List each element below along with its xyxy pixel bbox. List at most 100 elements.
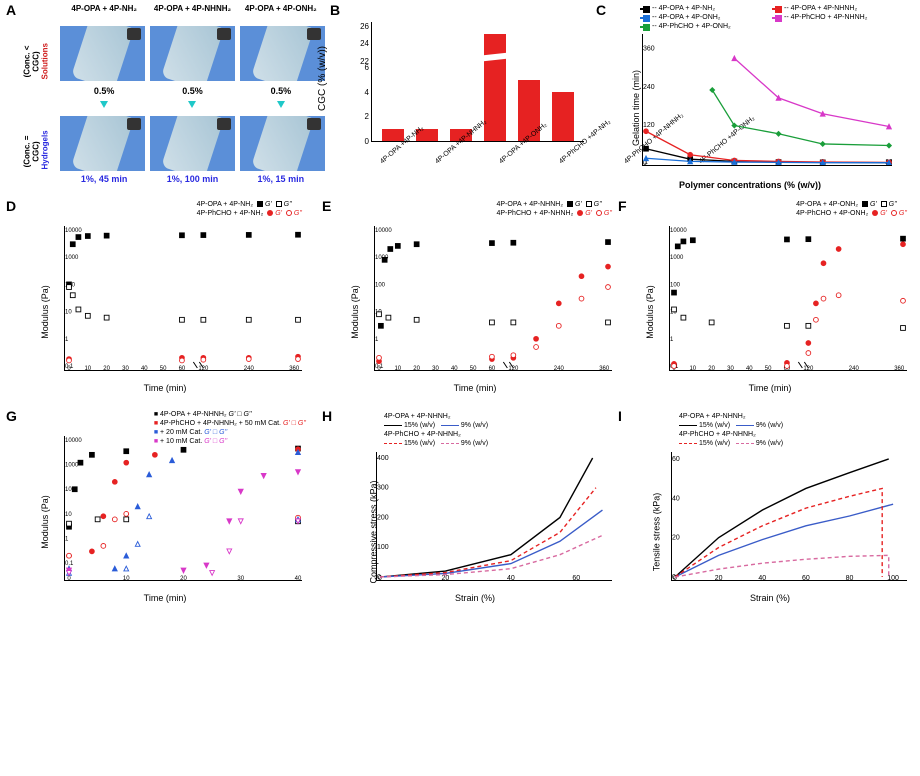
- svg-text:20: 20: [708, 366, 715, 370]
- svg-text:1000: 1000: [670, 255, 684, 261]
- svg-text:10: 10: [689, 366, 696, 370]
- legend-d: 4P-OPA + 4P-NH₂ G' G''4P-PhCHO + 4P-NH₂ …: [197, 200, 302, 218]
- title-2: 4P-OPA + 4P-NHNH₂: [148, 4, 236, 14]
- panel-b: CGC (% (w/v)) 0246222426 4P-OPA +4P-NH₂4…: [335, 4, 590, 194]
- svg-text:240: 240: [849, 366, 860, 370]
- label-g: G: [6, 408, 17, 424]
- svg-text:60: 60: [572, 575, 580, 580]
- svg-text:50: 50: [160, 366, 167, 370]
- svg-text:100: 100: [375, 282, 386, 288]
- svg-text:80: 80: [846, 575, 854, 580]
- panel-f: 4P-OPA + 4P-ONH₂ G' G''4P-PhCHO + 4P-ONH…: [625, 200, 915, 395]
- svg: 0.1110100100010000010203040: [65, 436, 302, 580]
- svg-text:10: 10: [84, 366, 91, 370]
- svg-text:1: 1: [65, 337, 69, 343]
- ylabel: Tensile stress (kPa): [651, 493, 661, 572]
- svg-text:120: 120: [643, 122, 655, 129]
- svg-text:20: 20: [672, 535, 680, 542]
- axes-e: 0.11101001000100000102030405060120240360: [374, 226, 612, 371]
- svg-text:10: 10: [65, 310, 72, 316]
- svg-text:360: 360: [289, 366, 300, 370]
- axes-i: 0204060801000204060: [671, 452, 907, 581]
- svg-text:100: 100: [670, 282, 681, 288]
- panel-a-titles: 4P-OPA + 4P-NH₂ 4P-OPA + 4P-NHNH₂ 4P-OPA…: [60, 4, 325, 14]
- svg-text:40: 40: [295, 576, 302, 580]
- ylabel-b: CGC (% (w/v)): [317, 46, 328, 111]
- legend-e: 4P-OPA + 4P-NHNH₂ G' G''4P-PhCHO + 4P-NH…: [496, 200, 612, 218]
- chart-c-svg: 13579120120240360: [643, 34, 892, 165]
- svg-text:60: 60: [672, 456, 680, 463]
- label-a: A: [6, 2, 16, 18]
- mid-conc: 0.5%0.5%0.5%: [60, 86, 325, 96]
- svg-text:20: 20: [442, 575, 450, 580]
- panel-e: 4P-OPA + 4P-NHNH₂ G' G''4P-PhCHO + 4P-NH…: [330, 200, 620, 395]
- arrow-down-icon: [188, 101, 196, 108]
- vial: [150, 26, 235, 81]
- vial: [240, 116, 325, 171]
- vial-row-bot: [60, 116, 325, 171]
- svg-text:40: 40: [451, 366, 458, 370]
- svg-text:40: 40: [507, 575, 515, 580]
- svg-text:40: 40: [672, 495, 680, 502]
- ylabel-c: Gelation time (min): [631, 70, 641, 146]
- svg-text:30: 30: [122, 366, 129, 370]
- svg-text:240: 240: [643, 84, 655, 91]
- arrow-down-icon: [100, 101, 108, 108]
- svg-text:1: 1: [65, 536, 69, 542]
- svg-text:360: 360: [643, 46, 655, 53]
- svg-text:120: 120: [803, 366, 814, 370]
- svg-text:1000: 1000: [65, 463, 79, 469]
- panel-i: 4P-OPA + 4P-NHNH₂ 15% (w/v) 9% (w/v)4P-P…: [625, 410, 915, 605]
- svg: 0.11101001000100000102030405060120240360: [670, 226, 907, 370]
- svg-text:100: 100: [377, 544, 389, 551]
- bottom-text: 1%, 45 min1%, 100 min1%, 15 min: [60, 174, 325, 184]
- svg-text:100: 100: [887, 575, 899, 580]
- svg-text:40: 40: [746, 366, 753, 370]
- svg: 0.11101001000100000102030405060120240360: [375, 226, 612, 370]
- svg-text:50: 50: [765, 366, 772, 370]
- svg-text:1: 1: [670, 337, 674, 343]
- svg-text:360: 360: [894, 366, 905, 370]
- svg-text:20: 20: [180, 576, 187, 580]
- svg-text:10000: 10000: [65, 438, 82, 444]
- svg-text:10000: 10000: [65, 228, 82, 234]
- svg-text:120: 120: [198, 366, 209, 370]
- svg-text:30: 30: [432, 366, 439, 370]
- svg-text:10: 10: [394, 366, 401, 370]
- svg-text:240: 240: [554, 366, 565, 370]
- xlabel: Time (min): [20, 593, 310, 603]
- vial: [150, 116, 235, 171]
- ylabel: Modulus (Pa): [350, 285, 360, 339]
- vial: [240, 26, 325, 81]
- svg-text:10000: 10000: [670, 228, 687, 234]
- svg-text:0: 0: [67, 576, 71, 580]
- svg-text:10: 10: [123, 576, 130, 580]
- ylabel: Modulus (Pa): [40, 285, 50, 339]
- axes-d: 0.11101001000100000102030405060120240360: [64, 226, 302, 371]
- axes-f: 0.11101001000100000102030405060120240360: [669, 226, 907, 371]
- svg-text:360: 360: [599, 366, 610, 370]
- svg-text:30: 30: [237, 576, 244, 580]
- svg-text:400: 400: [377, 455, 389, 462]
- svg-text:20: 20: [413, 366, 420, 370]
- title-3: 4P-OPA + 4P-ONH₂: [237, 4, 325, 14]
- xlabel: Strain (%): [330, 593, 620, 603]
- svg-text:60: 60: [802, 575, 810, 580]
- svg-text:10000: 10000: [375, 228, 392, 234]
- ylabel: Modulus (Pa): [40, 495, 50, 549]
- svg-text:40: 40: [141, 366, 148, 370]
- xlabel: Time (min): [330, 383, 620, 393]
- svg-text:120: 120: [508, 366, 519, 370]
- panel-a: 4P-OPA + 4P-NH₂ 4P-OPA + 4P-NHNH₂ 4P-OPA…: [20, 4, 325, 194]
- ylabel: Modulus (Pa): [645, 285, 655, 339]
- label-d: D: [6, 198, 16, 214]
- svg-text:20: 20: [103, 366, 110, 370]
- vial: [60, 26, 145, 81]
- svg-text:40: 40: [758, 575, 766, 580]
- svg: 0.11101001000100000102030405060120240360: [65, 226, 302, 370]
- svg: 02040600100200300400: [377, 452, 612, 580]
- axes-c: 13579120120240360: [642, 34, 892, 166]
- axes-g: 0.1110100100010000010203040: [64, 436, 302, 581]
- legend-f: 4P-OPA + 4P-ONH₂ G' G''4P-PhCHO + 4P-ONH…: [796, 200, 907, 218]
- svg: 0204060801000204060: [672, 452, 907, 580]
